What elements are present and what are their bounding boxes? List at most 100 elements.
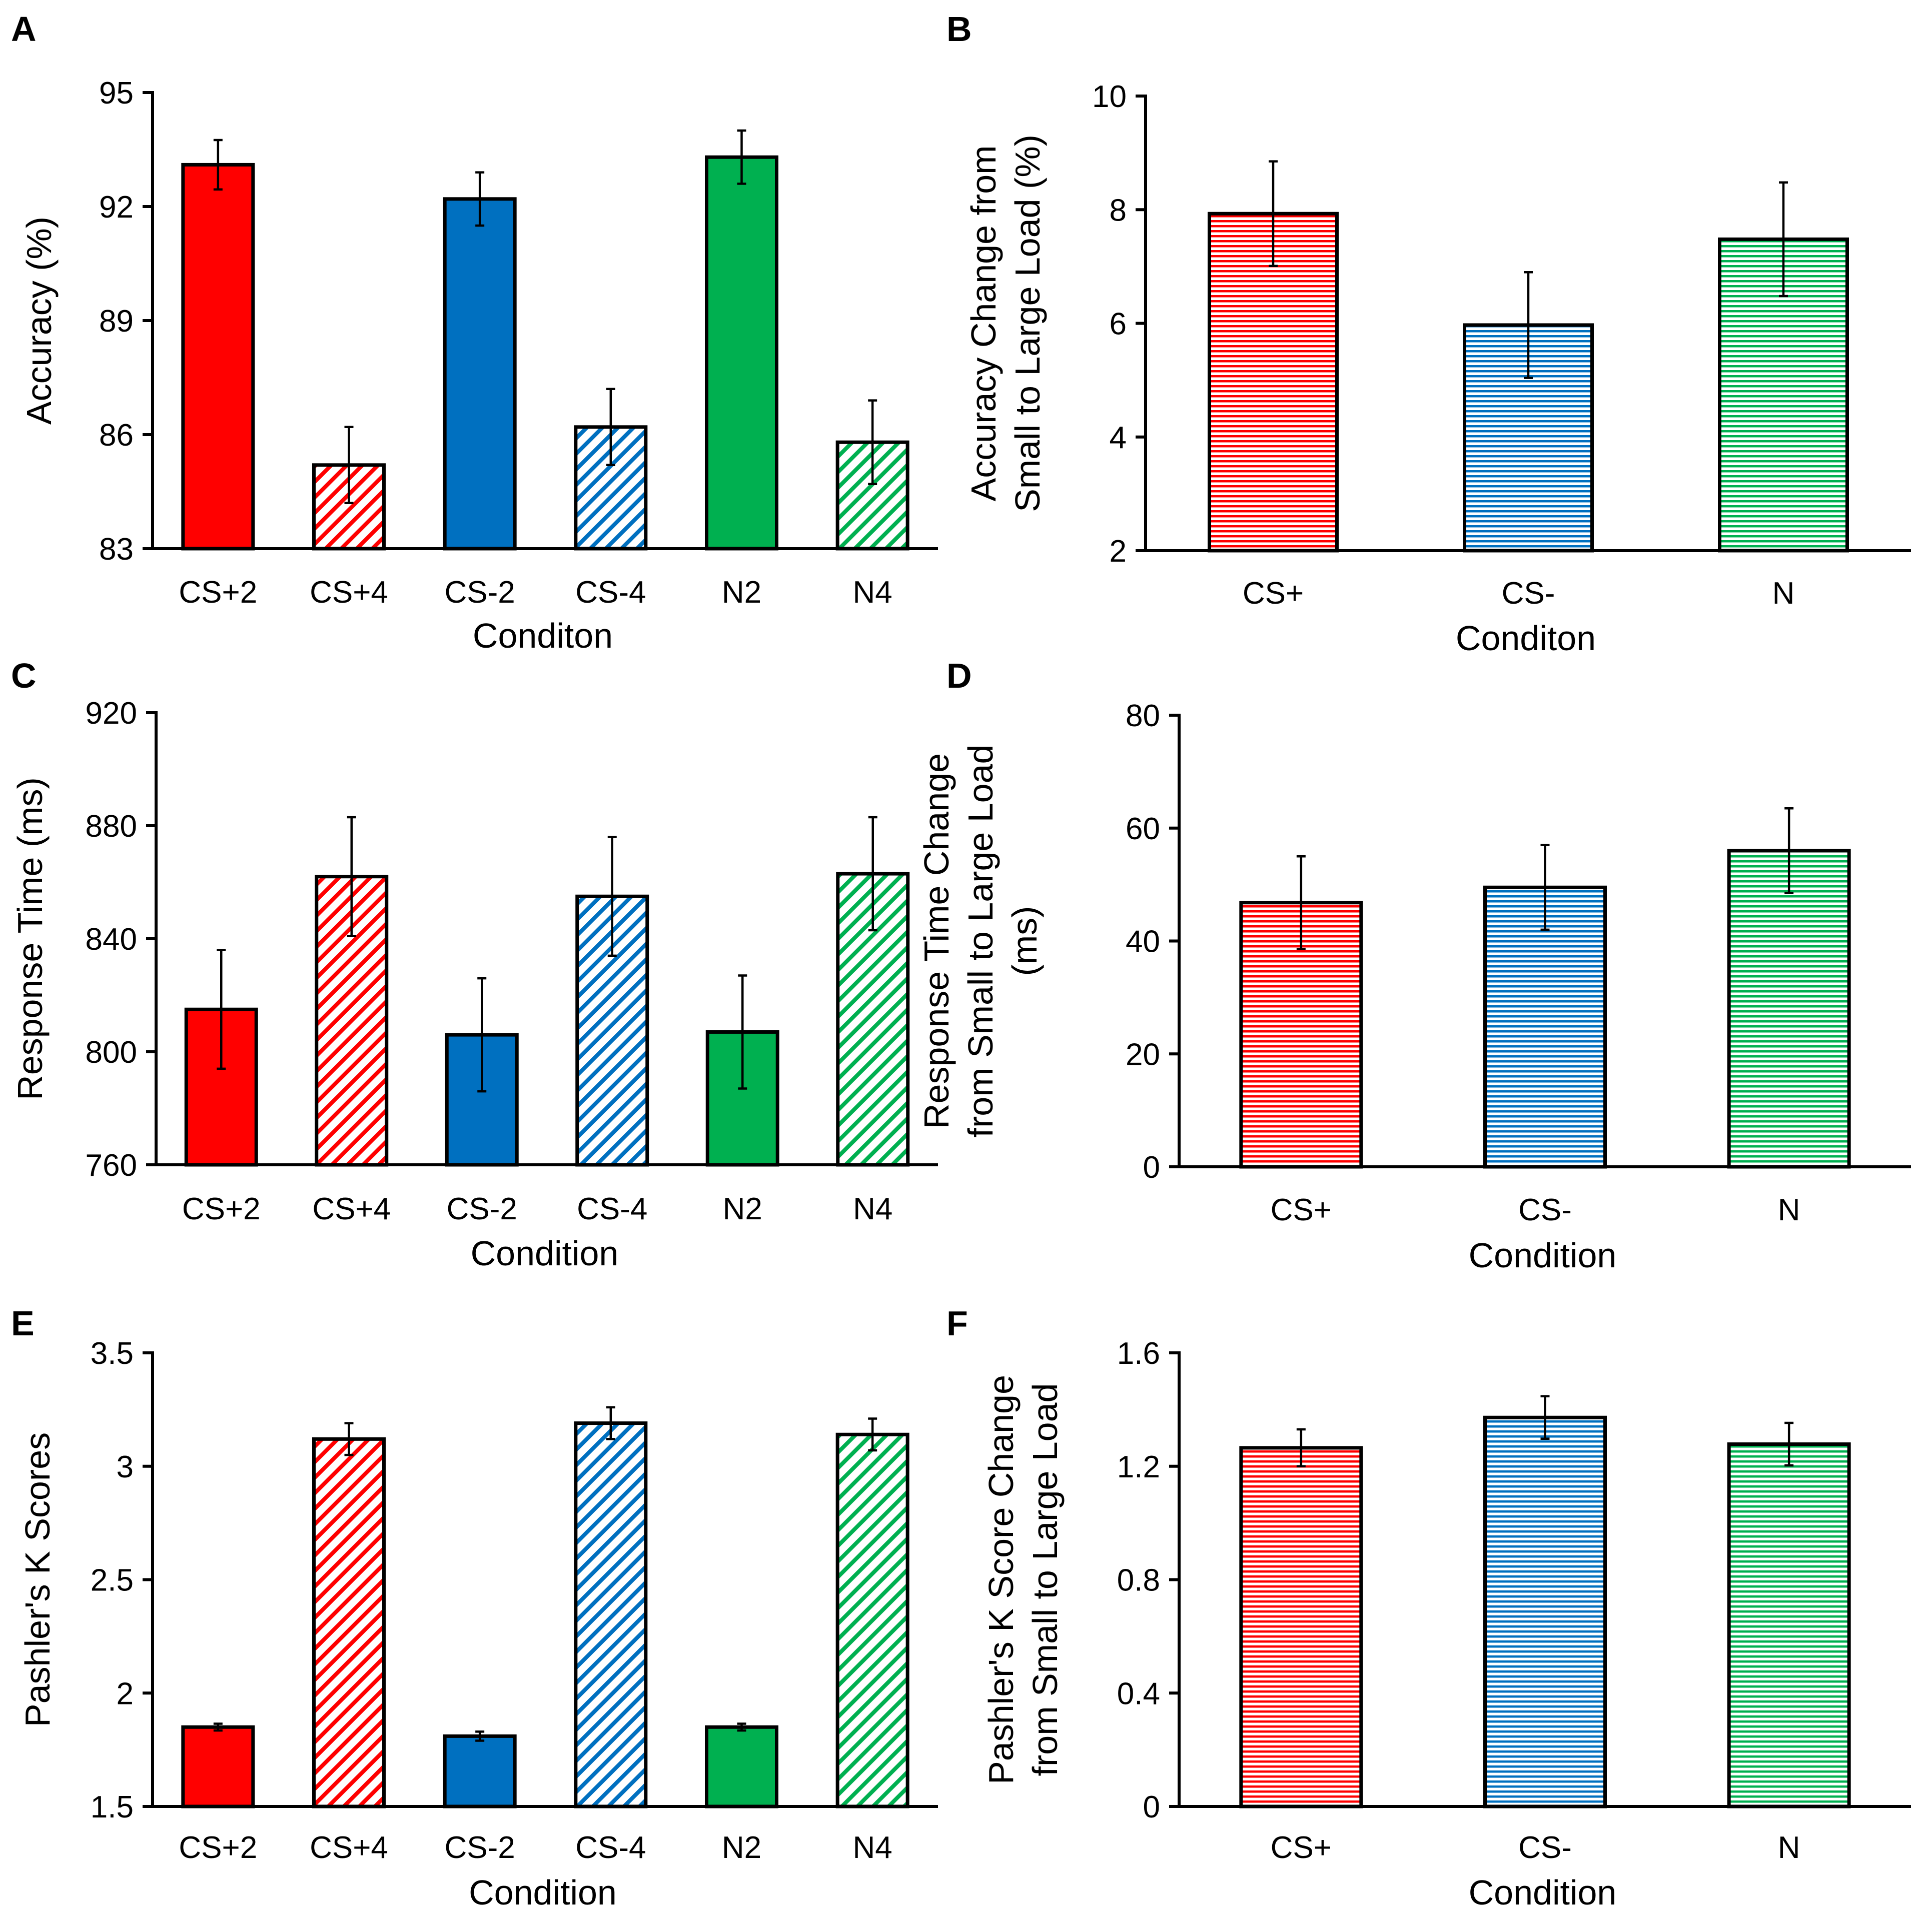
x-tick-label: CS-4 — [575, 575, 646, 610]
bar-csplus2 — [181, 163, 255, 551]
x-axis-title: Condition — [1469, 1236, 1617, 1275]
y-tick-label: 0.4 — [1117, 1676, 1160, 1711]
y-tick-label: 2 — [117, 1676, 134, 1711]
y-axis-title: Response Time (ms) — [11, 777, 50, 1100]
error-bar — [1540, 844, 1550, 931]
x-axis-title: Conditon — [1456, 619, 1596, 658]
y-axis-title: Accuracy Change from Small to Large Load … — [964, 135, 1047, 512]
panel-c-letter: C — [11, 656, 37, 695]
error-bar — [868, 816, 877, 932]
panel-e-letter: E — [11, 1304, 35, 1343]
y-tick-label: 0 — [1143, 1150, 1160, 1185]
bar-csminus4 — [574, 1421, 648, 1808]
x-tick-label: CS+2 — [179, 1830, 257, 1865]
x-tick-label: CS- — [1502, 576, 1555, 611]
panel-a: A 83 86 89 92 95 CS+2 CS+4 CS-2 CS-4 N2 N4 Conditon A… — [11, 10, 938, 655]
y-tick-label: 1.2 — [1117, 1450, 1160, 1484]
panel-e: E 1.5 2 2.5 3 3.5 CS+2 CS+4 CS-2 CS-4 N2 N4 Conditio… — [11, 1304, 938, 1911]
y-tick-label: 3.5 — [91, 1336, 134, 1371]
y-tick-label: 920 — [86, 696, 137, 731]
error-bar — [1296, 855, 1306, 950]
y-tick-label: 40 — [1126, 925, 1160, 959]
y-tick-label: 86 — [99, 418, 134, 453]
bar-csplus — [1239, 1446, 1363, 1808]
error-bar — [475, 1730, 485, 1742]
y-tick-label: 60 — [1126, 812, 1160, 846]
bar-csminus — [1483, 885, 1607, 1169]
x-tick-label: CS- — [1518, 1830, 1572, 1865]
x-axis-title: Condition — [1469, 1873, 1617, 1911]
y-tick-label: 0 — [1143, 1790, 1160, 1824]
error-bar — [737, 1722, 746, 1732]
y-tick-label: 6 — [1110, 307, 1127, 342]
x-tick-label: N4 — [853, 575, 892, 610]
y-tick-label: 880 — [86, 809, 137, 844]
error-bar — [607, 836, 617, 957]
x-tick-label: CS-2 — [445, 1830, 515, 1865]
x-tick-label: CS+4 — [312, 1192, 391, 1226]
error-bar — [213, 139, 223, 191]
panel-f: F 0 0.4 0.8 1.2 1.6 CS+ CS- N Condition Pashler's … — [946, 1304, 1911, 1911]
panel-b: B 2 4 6 8 10 CS+ CS- N Conditon Accuracy Change fr… — [946, 10, 1911, 658]
panel-d-letter: D — [946, 656, 972, 695]
y-tick-label: 760 — [86, 1148, 137, 1183]
y-tick-label: 2.5 — [91, 1563, 134, 1598]
y-tick-label: 89 — [99, 304, 134, 339]
error-bar — [868, 1417, 877, 1452]
panel-d: D 0 20 40 60 80 CS+ CS- N Condition Response Time … — [917, 656, 1911, 1275]
y-tick-label: 20 — [1126, 1037, 1160, 1072]
y-axis-title-line: from Small to Large Load — [1026, 1383, 1065, 1776]
x-tick-label: CS+ — [1243, 576, 1304, 611]
y-tick-label: 83 — [99, 532, 134, 567]
x-tick-label: N2 — [723, 1192, 762, 1226]
error-bar — [606, 388, 615, 467]
y-axis-title: Pashler's K Scores — [18, 1432, 57, 1727]
error-bar — [1269, 160, 1278, 267]
error-bar — [217, 949, 226, 1070]
y-tick-label: 1.6 — [1117, 1336, 1160, 1371]
bar-n2 — [705, 155, 778, 551]
error-bar — [344, 426, 354, 505]
bar-n4 — [835, 1432, 909, 1808]
y-tick-label: 800 — [86, 1035, 137, 1070]
error-bar — [477, 977, 487, 1093]
x-tick-label: N2 — [722, 1830, 761, 1865]
y-tick-label: 0.8 — [1117, 1563, 1160, 1598]
error-bar — [738, 974, 747, 1090]
y-tick-label: 95 — [99, 76, 134, 111]
y-axis-title-line: Pashler's K Score Change — [982, 1375, 1021, 1784]
error-bar — [1784, 1421, 1794, 1467]
x-tick-label: CS- — [1518, 1193, 1572, 1227]
bar-csminus2 — [443, 197, 517, 551]
y-axis-title-line: (ms) — [1005, 906, 1044, 976]
y-axis-title: Pashler's K Score Change from Small to La… — [982, 1375, 1065, 1784]
y-axis-title-line: Accuracy Change from — [964, 146, 1003, 502]
y-axis-title: Response Time Change from Small to Large … — [917, 745, 1044, 1138]
x-tick-label: CS+4 — [310, 575, 388, 610]
bar-n — [1727, 1442, 1851, 1808]
y-tick-label: 840 — [86, 922, 137, 957]
y-tick-label: 3 — [117, 1450, 134, 1484]
x-tick-label: N4 — [853, 1192, 892, 1226]
bar-csplus4 — [312, 1437, 386, 1808]
x-tick-label: N — [1778, 1830, 1800, 1865]
x-tick-label: CS+2 — [182, 1192, 261, 1226]
bar-csplus2 — [181, 1725, 255, 1808]
x-axis-title: Condition — [469, 1873, 617, 1911]
bar-n2 — [705, 1725, 778, 1808]
x-tick-label: CS-2 — [447, 1192, 517, 1226]
x-tick-label: N — [1772, 576, 1795, 611]
y-tick-label: 80 — [1126, 699, 1160, 733]
x-tick-label: N2 — [722, 575, 761, 610]
y-axis-title-line: Small to Large Load (%) — [1008, 135, 1047, 512]
x-tick-label: CS-4 — [577, 1192, 647, 1226]
x-tick-label: N — [1778, 1193, 1800, 1227]
y-tick-label: 92 — [99, 190, 134, 225]
y-axis-title: Accuracy (%) — [20, 217, 59, 425]
error-bar — [213, 1722, 223, 1732]
y-tick-label: 8 — [1110, 193, 1127, 228]
x-tick-label: CS+4 — [310, 1830, 388, 1865]
error-bar — [475, 171, 485, 227]
bar-csminus2 — [443, 1734, 517, 1808]
